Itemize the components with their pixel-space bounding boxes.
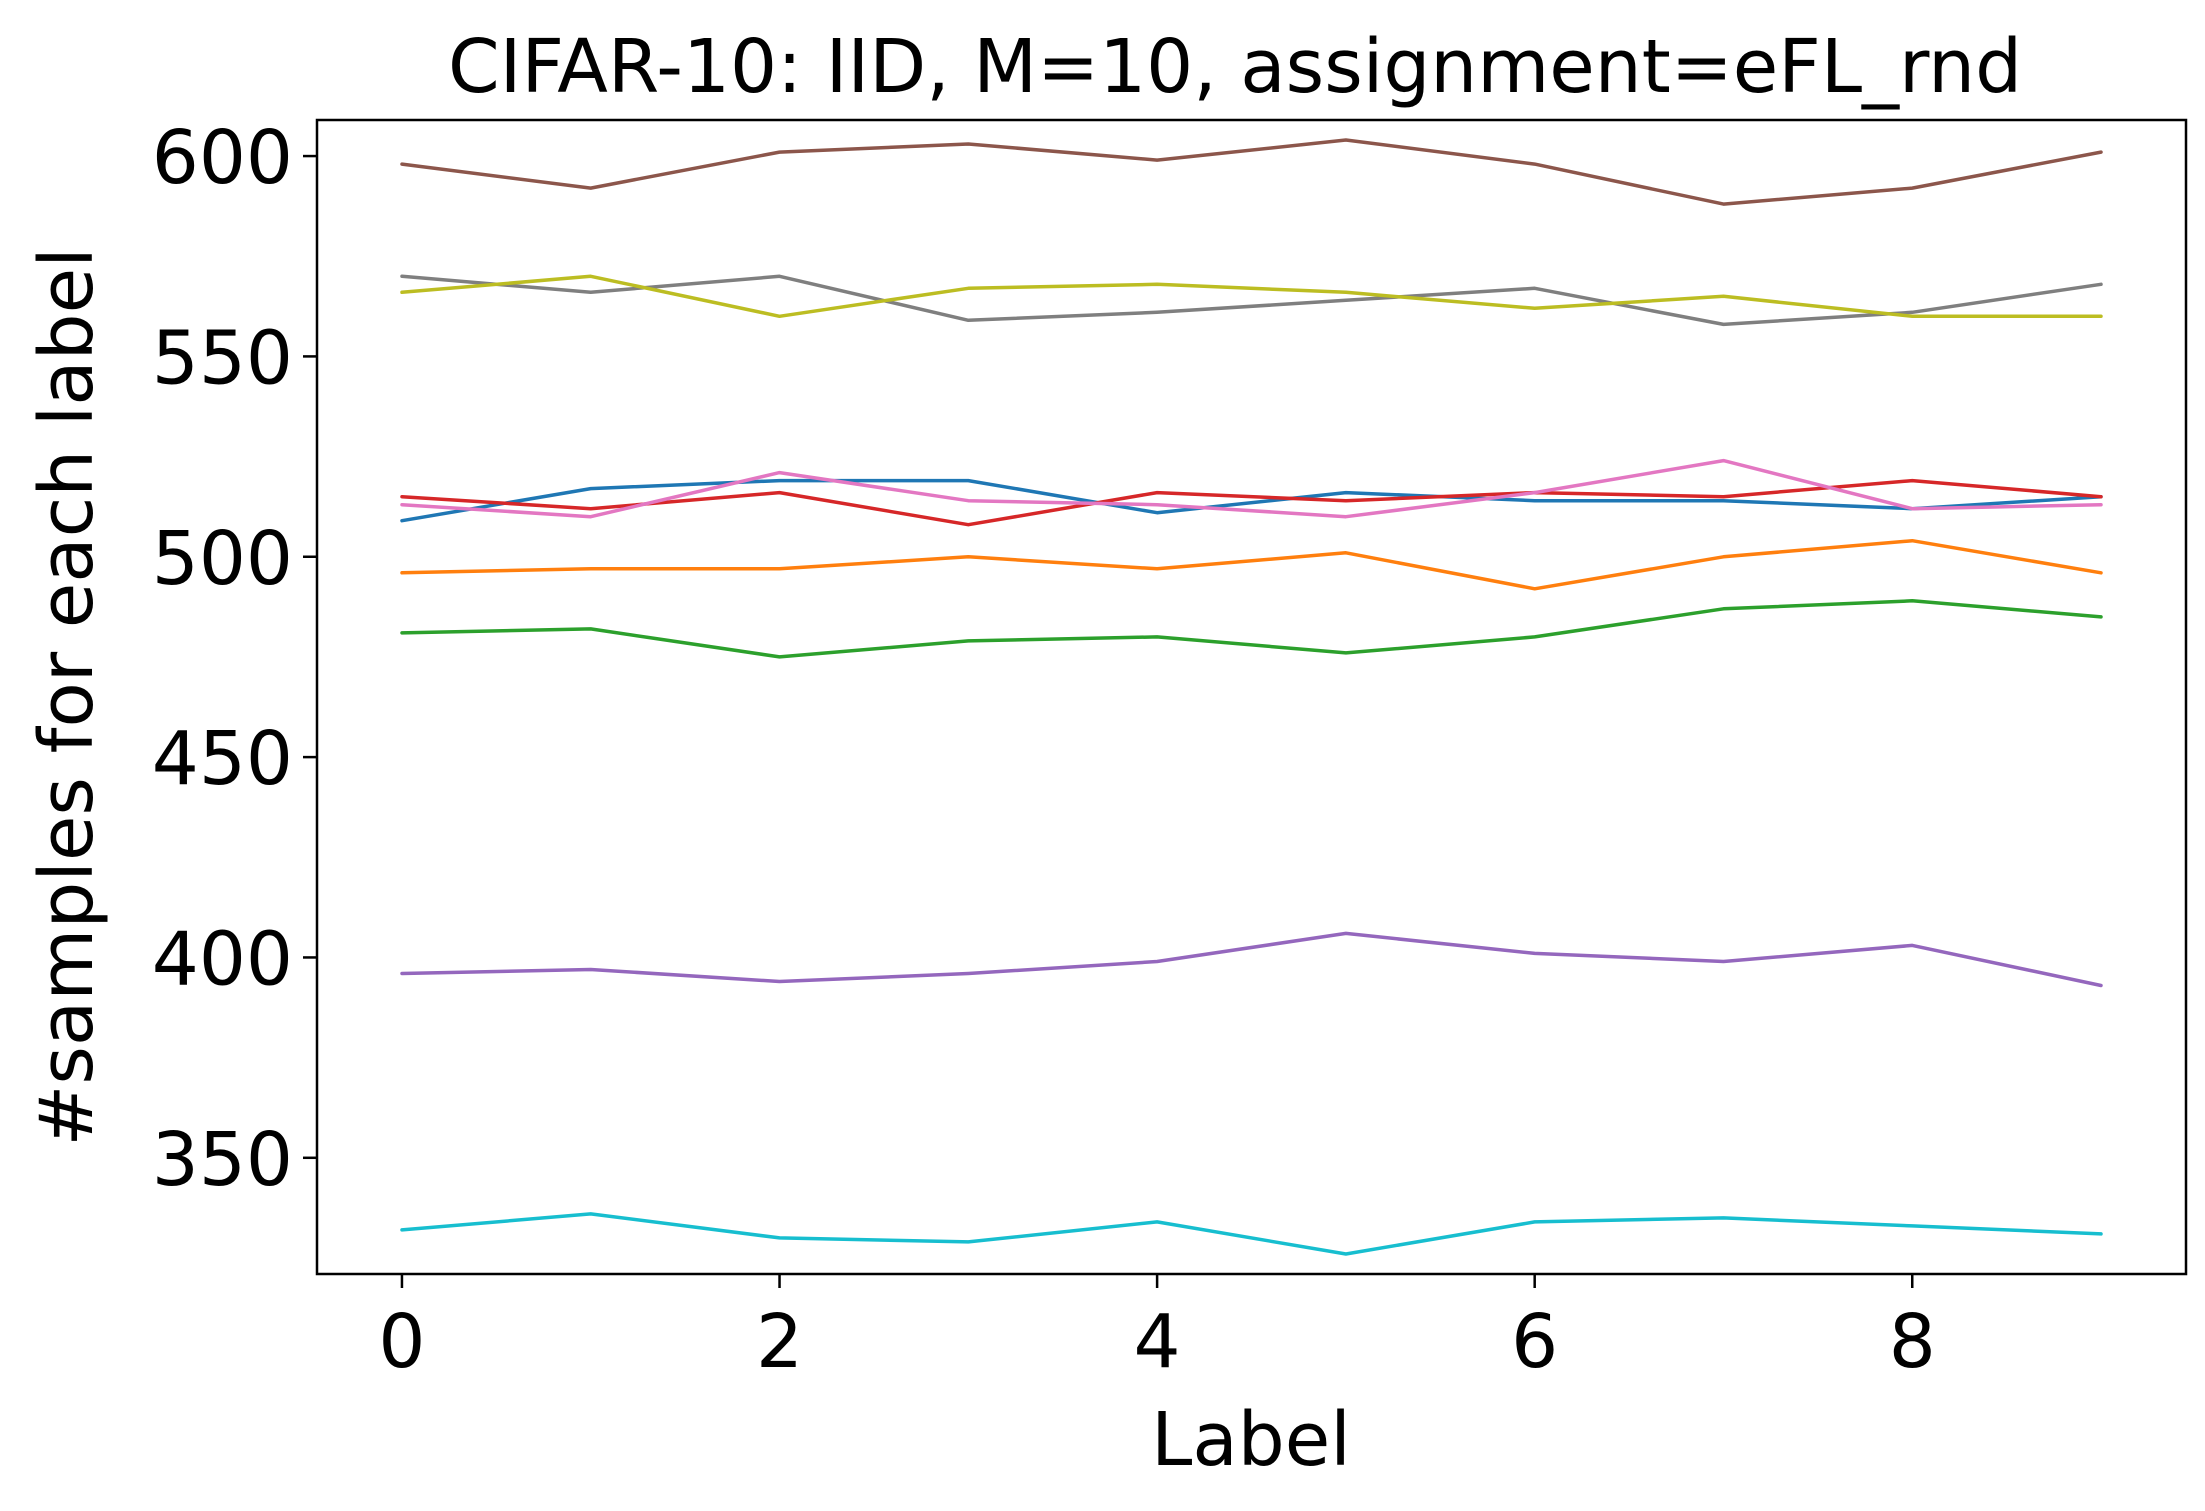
x-tick-label: 6: [1511, 1299, 1558, 1385]
x-axis-label: Label: [1151, 1397, 1351, 1483]
y-tick-label: 400: [152, 916, 293, 1002]
chart-title: CIFAR-10: IID, M=10, assignment=eFL_rnd: [448, 24, 2022, 110]
y-tick-label: 550: [152, 315, 293, 401]
series-line-9: [400, 1212, 2103, 1256]
x-tick-label: 4: [1134, 1299, 1181, 1385]
series-line-7: [400, 274, 2103, 327]
series-line-3: [400, 478, 2103, 527]
y-tick-label: 600: [152, 115, 293, 201]
series-line-4: [400, 931, 2103, 988]
series-line-8: [400, 274, 2103, 319]
plot-lines: [400, 138, 2103, 1256]
x-axis: 0 2 4 6 8: [378, 1274, 1936, 1385]
y-axis-label: #samples for each label: [24, 247, 110, 1146]
series-line-5: [400, 138, 2103, 206]
plot-frame: [315, 118, 2188, 1276]
x-tick-label: 2: [756, 1299, 803, 1385]
x-tick-label: 0: [378, 1299, 425, 1385]
x-tick-label: 8: [1889, 1299, 1936, 1385]
y-tick-label: 450: [152, 716, 293, 802]
y-tick-label: 500: [152, 516, 293, 602]
series-line-0: [400, 478, 2103, 523]
series-line-2: [400, 599, 2103, 659]
y-tick-label: 350: [152, 1117, 293, 1203]
y-axis: 350 400 450 500 550 600: [152, 115, 317, 1203]
series-line-6: [400, 458, 2103, 519]
series-line-1: [400, 538, 2103, 591]
